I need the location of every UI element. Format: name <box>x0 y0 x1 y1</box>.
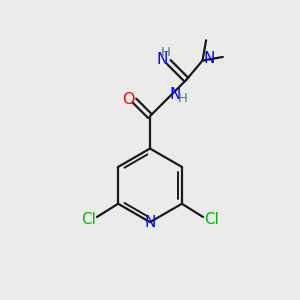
Text: O: O <box>122 92 135 106</box>
Text: N: N <box>169 87 181 102</box>
Text: N: N <box>144 214 156 230</box>
Text: Cl: Cl <box>204 212 219 227</box>
Text: H: H <box>178 92 188 105</box>
Text: N: N <box>203 51 215 66</box>
Text: N: N <box>157 52 168 67</box>
Text: Cl: Cl <box>81 212 96 227</box>
Text: H: H <box>161 46 171 59</box>
